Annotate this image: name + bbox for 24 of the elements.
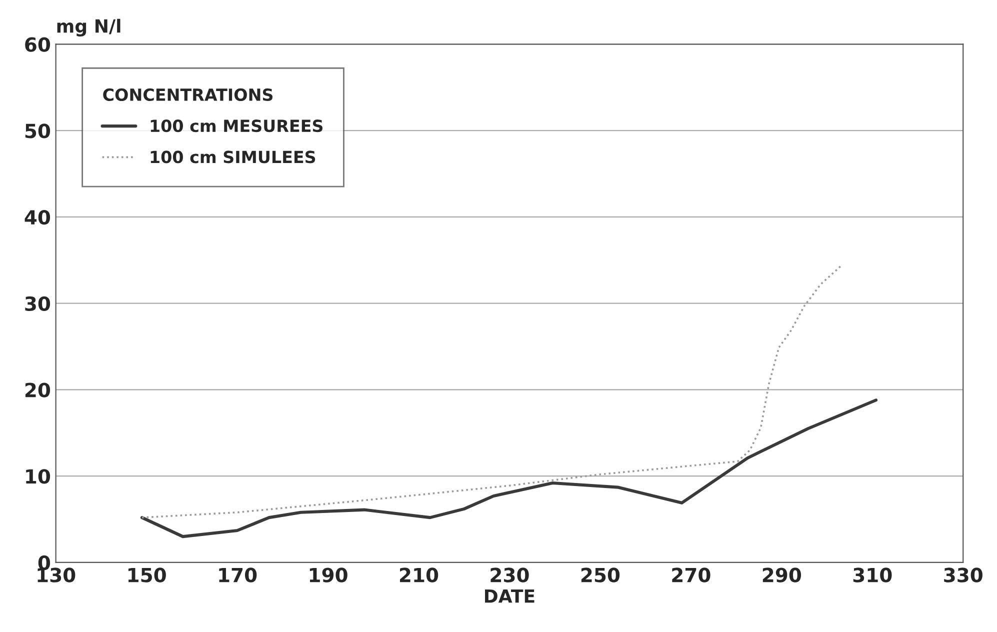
legend-title: CONCENTRATIONS <box>103 88 273 102</box>
x-tick-label: 130 <box>38 568 76 582</box>
y-tick-label: 40 <box>24 210 50 225</box>
x-tick-label: 270 <box>672 568 710 582</box>
x-tick-label: 290 <box>762 568 802 582</box>
x-tick-label: 250 <box>581 568 620 582</box>
x-tick-label: 170 <box>219 568 257 582</box>
x-tick-label: 150 <box>128 568 166 582</box>
legend-label: 100 cm SIMULEES <box>150 150 316 164</box>
x-tick-label: 210 <box>400 568 438 582</box>
x-tick-label: 310 <box>853 568 892 582</box>
y-tick-label: 20 <box>25 382 50 398</box>
y-axis-title: mg N/l <box>57 18 120 36</box>
y-tick-label: 30 <box>25 296 50 312</box>
x-tick-label: 190 <box>310 568 348 582</box>
line-series <box>141 265 842 518</box>
legend-label: 100 cm MESUREES <box>150 120 323 132</box>
x-tick-label: 230 <box>490 568 529 582</box>
y-tick-label: 10 <box>26 469 50 484</box>
y-tick-label: 50 <box>25 124 50 138</box>
x-axis-title: DATE <box>485 589 534 603</box>
y-tick-label: 60 <box>25 37 50 52</box>
x-tick-label: 330 <box>944 568 982 582</box>
line-series <box>140 398 878 538</box>
